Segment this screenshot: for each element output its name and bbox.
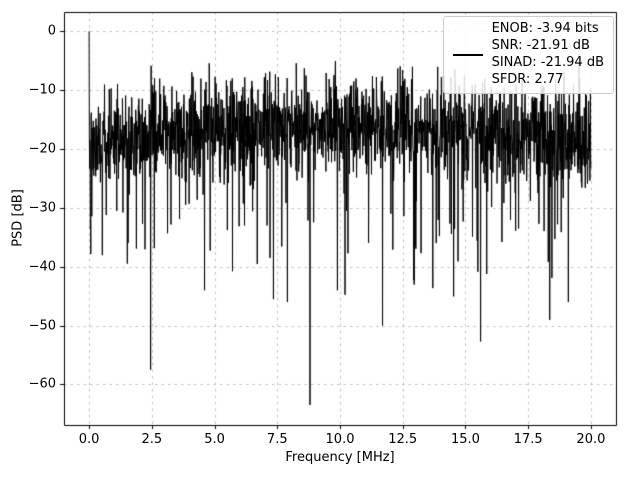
x-tick-label: 5.0 [204, 432, 225, 447]
y-tick-label: 0 [47, 23, 56, 39]
x-axis-label: Frequency [MHz] [285, 450, 395, 465]
x-tick-label: 15.0 [450, 432, 480, 447]
x-tick-label: 0.0 [78, 432, 100, 447]
y-tick-label: −30 [28, 200, 56, 216]
legend-entry-sfdr: SFDR: 2.77 [491, 71, 564, 87]
legend-line-icon [452, 53, 483, 56]
legend-label: ENOB: -3.94 bits SNR: -21.91 dB SINAD: -… [492, 21, 604, 89]
y-axis-label: PSD [dB] [10, 189, 26, 247]
legend-entry-enob: ENOB: -3.94 bits [491, 21, 599, 36]
x-tick-label: 2.5 [141, 432, 163, 447]
y-tick-label: −60 [28, 376, 56, 392]
y-tick-label: −40 [28, 259, 56, 275]
y-tick-label: −20 [28, 141, 56, 157]
x-tick-label: 7.5 [266, 432, 288, 447]
y-tick-label: −50 [28, 318, 56, 334]
legend: ENOB: -3.94 bits SNR: -21.91 dB SINAD: -… [442, 16, 614, 94]
x-tick-label: 20.0 [576, 432, 606, 447]
legend-entry-sinad: SINAD: -21.94 dB [491, 54, 604, 70]
y-tick-label: −10 [28, 82, 56, 98]
x-tick-label: 10.0 [325, 432, 355, 447]
x-tick-label: 12.5 [388, 432, 418, 447]
x-tick-label: 17.5 [513, 432, 543, 447]
legend-entry-snr: SNR: -21.91 dB [491, 37, 590, 53]
